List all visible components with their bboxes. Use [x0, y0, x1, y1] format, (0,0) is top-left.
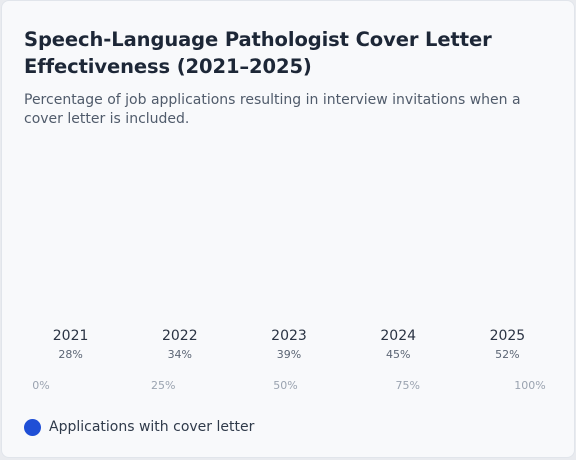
- axis-tick-label: 50%: [273, 379, 297, 392]
- category-label-2024: 2024: [380, 328, 416, 344]
- legend-swatch: [24, 418, 41, 436]
- value-label-2024: 45%: [386, 348, 410, 361]
- chart-legend: Applications with cover letter: [24, 417, 254, 437]
- axis-tick-label: 0%: [32, 379, 49, 392]
- value-label-2025: 52%: [495, 348, 519, 361]
- value-label-2021: 28%: [58, 348, 82, 361]
- axis-tick-label: 100%: [514, 379, 545, 392]
- value-label-2023: 39%: [277, 348, 301, 361]
- legend-label: Applications with cover letter: [49, 419, 255, 435]
- category-label-2023: 2023: [271, 328, 307, 344]
- category-label-2021: 2021: [53, 328, 89, 344]
- chart-title: Speech-Language Pathologist Cover Letter…: [24, 28, 492, 78]
- axis-tick-label: 75%: [396, 379, 420, 392]
- category-label-2022: 2022: [162, 328, 198, 344]
- chart-subtitle: Percentage of job applications resulting…: [24, 92, 521, 127]
- category-label-2025: 2025: [490, 328, 526, 344]
- axis-tick-label: 25%: [151, 379, 175, 392]
- value-label-2022: 34%: [168, 348, 192, 361]
